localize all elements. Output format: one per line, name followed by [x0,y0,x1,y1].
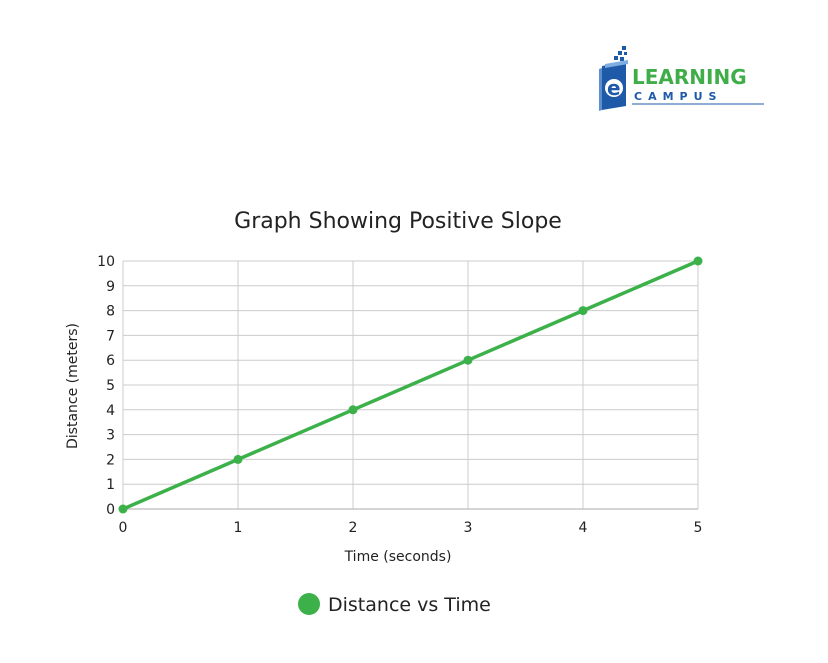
logo-text-learning: LEARNING [632,65,747,89]
y-tick-label: 2 [106,452,115,468]
x-tick-label: 4 [579,520,588,536]
x-tick-label: 0 [119,520,128,536]
data-point [118,504,128,514]
y-tick-label: 0 [106,502,115,518]
y-tick-label: 9 [106,279,115,295]
data-point [233,454,243,464]
elearning-campus-logo: e LEARNING CAMPUS [599,46,764,111]
x-axis-label: Time (seconds) [344,549,452,565]
logo-text-campus: CAMPUS [634,90,722,103]
x-tick-label: 2 [349,520,358,536]
logo-e-letter: e [607,76,621,100]
x-axis-ticks: 0 1 2 3 4 5 [119,520,703,536]
x-tick-label: 5 [694,520,703,536]
y-axis-label: Distance (meters) [65,323,81,449]
y-tick-label: 6 [106,353,115,369]
x-tick-label: 3 [464,520,473,536]
logo-pixel-icon [614,46,627,61]
chart-series [118,256,703,514]
legend-swatch [298,593,320,615]
chart-grid [122,260,699,510]
data-point [693,256,703,266]
legend: Distance vs Time [298,593,491,616]
legend-label: Distance vs Time [328,594,491,616]
y-tick-label: 5 [106,378,115,394]
logo-book-icon: e [599,60,628,111]
data-point [463,355,473,365]
x-tick-label: 1 [234,520,243,536]
y-tick-label: 10 [97,254,115,270]
y-tick-label: 1 [106,477,115,493]
y-tick-label: 7 [106,328,115,344]
chart-title: Graph Showing Positive Slope [234,209,562,234]
y-tick-label: 4 [106,403,115,419]
y-tick-label: 8 [106,304,115,320]
series-line [122,259,699,511]
data-point [348,405,358,415]
y-axis-ticks: 0 1 2 3 4 5 6 7 8 9 10 [97,254,115,518]
y-tick-label: 3 [106,428,115,444]
data-point [578,306,588,316]
